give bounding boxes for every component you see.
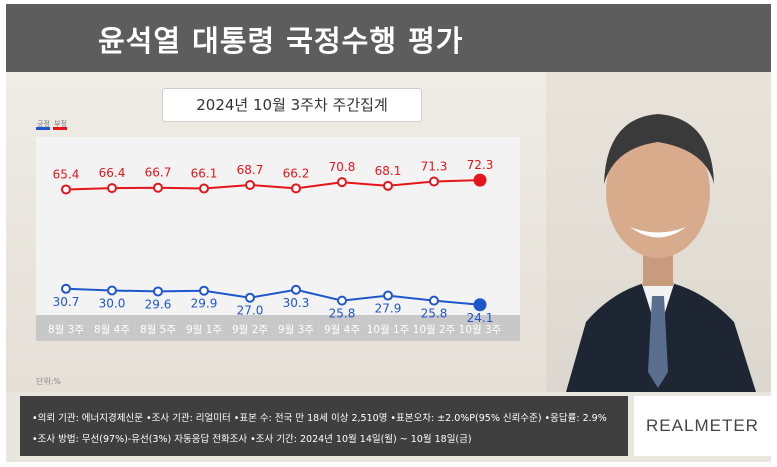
survey-info-line-2: •조사 방법: 무선(97%)-유선(3%) 자동응답 전화조사 •조사 기간:… — [32, 434, 472, 445]
unit-label: 단위:% — [36, 377, 62, 386]
category-axis-band — [36, 315, 520, 341]
legend-label-negative: 부정 — [54, 120, 67, 128]
point-negative-3 — [199, 183, 209, 194]
value-label-positive-1: 30.0 — [99, 296, 126, 310]
chart-title: 윤석열 대통령 국정수행 평가 — [98, 24, 464, 58]
value-label-negative-1: 66.4 — [99, 166, 126, 180]
value-label-negative-4: 68.7 — [237, 163, 264, 177]
series-line-positive — [65, 287, 481, 306]
value-label-negative-3: 66.1 — [191, 167, 218, 181]
point-positive-2 — [153, 286, 163, 297]
category-tick-label: 8월 3주 — [48, 324, 84, 336]
line-chart: 65.4 66.4 66.7 66.1 68.7 66.2 70.8 68.1 71.3 72.3… — [36, 158, 520, 341]
point-negative-6 — [337, 177, 347, 188]
portrait-photo — [546, 72, 771, 392]
category-tick-label: 10월 2주 — [413, 324, 456, 336]
point-positive-6 — [337, 295, 347, 306]
point-positive-0 — [61, 283, 71, 294]
value-label-negative-0: 65.4 — [53, 167, 80, 181]
portrait-figure — [566, 114, 756, 392]
category-tick-label: 9월 3주 — [278, 324, 314, 336]
point-negative-9 — [473, 173, 487, 187]
category-tick-label: 9월 4주 — [324, 324, 360, 336]
point-negative-0 — [61, 184, 71, 195]
value-label-negative-9: 72.3 — [467, 158, 494, 172]
category-tick-label: 10월 3주 — [459, 324, 502, 336]
point-positive-4 — [245, 292, 255, 303]
legend-swatch-positive — [36, 127, 50, 130]
chart-subtitle: 2024년 10월 3주차 주간집계 — [196, 96, 388, 114]
category-tick-label: 8월 4주 — [94, 324, 130, 336]
point-positive-7 — [383, 290, 393, 301]
point-positive-3 — [199, 285, 209, 296]
brand-logo: REALMETER — [646, 416, 759, 435]
chart-frame: 윤석열 대통령 국정수행 평가 2024년 10월 3주차 주간집계 긍정 부정… — [6, 4, 771, 462]
legend-swatch-negative — [53, 127, 67, 130]
series-line-negative — [65, 179, 481, 191]
category-tick-label: 9월 2주 — [232, 324, 268, 336]
brand-panel: REALMETER — [634, 396, 771, 456]
category-tick-label: 10월 1주 — [367, 324, 410, 336]
value-label-positive-4: 27.0 — [237, 304, 264, 318]
point-negative-5 — [291, 183, 301, 194]
category-tick-label: 8월 5주 — [140, 324, 176, 336]
value-label-positive-2: 29.6 — [145, 297, 172, 311]
point-positive-5 — [291, 284, 301, 295]
title-bar: 윤석열 대통령 국정수행 평가 — [6, 4, 771, 72]
plot-area: 65.4 66.4 66.7 66.1 68.7 66.2 70.8 68.1 71.3 72.3… — [36, 137, 520, 341]
value-label-negative-8: 71.3 — [421, 159, 448, 173]
point-positive-1 — [107, 285, 117, 296]
point-negative-4 — [245, 180, 255, 191]
point-negative-2 — [153, 182, 163, 193]
survey-info-line-1: •의뢰 기관: 에너지경제신문 •조사 기관: 리얼미터 •표본 수: 전국 만… — [32, 413, 607, 424]
value-label-positive-3: 29.9 — [191, 297, 218, 311]
value-label-positive-7: 27.9 — [375, 302, 402, 316]
value-label-negative-7: 68.1 — [375, 164, 402, 178]
point-negative-1 — [107, 183, 117, 194]
value-label-positive-6: 25.8 — [329, 307, 356, 321]
legend-label-positive: 긍정 — [37, 120, 50, 128]
value-label-negative-2: 66.7 — [145, 166, 172, 180]
point-negative-8 — [429, 176, 439, 187]
point-positive-8 — [429, 295, 439, 306]
category-tick-label: 9월 1주 — [186, 324, 222, 336]
survey-info: •의뢰 기관: 에너지경제신문 •조사 기관: 리얼미터 •표본 수: 전국 만… — [20, 396, 628, 456]
value-label-negative-5: 66.2 — [283, 166, 310, 180]
point-positive-9 — [473, 298, 487, 312]
value-label-negative-6: 70.8 — [329, 160, 356, 174]
value-label-positive-0: 30.7 — [53, 295, 80, 309]
value-label-positive-5: 30.3 — [283, 296, 310, 310]
point-negative-7 — [383, 180, 393, 191]
subtitle-box: 2024년 10월 3주차 주간집계 — [162, 88, 422, 122]
value-label-positive-9: 24.1 — [467, 311, 494, 325]
value-label-positive-8: 25.8 — [421, 307, 448, 321]
